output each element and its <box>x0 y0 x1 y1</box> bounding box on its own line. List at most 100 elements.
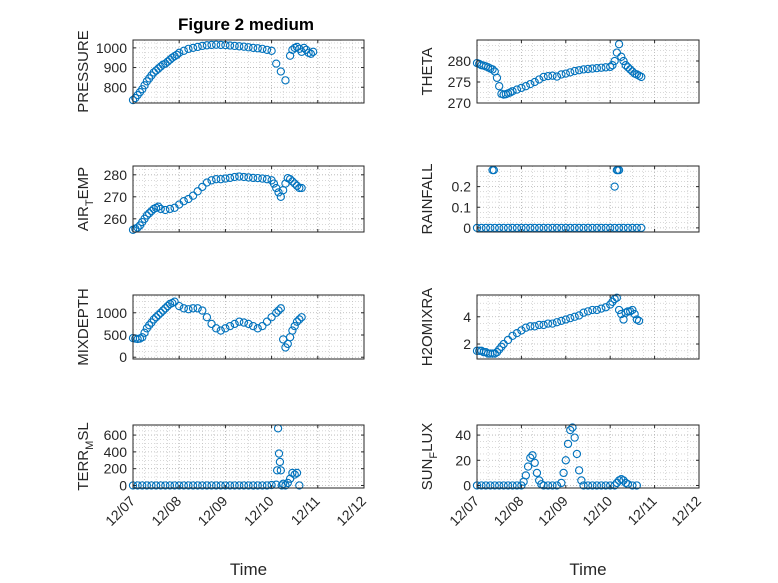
data-point <box>539 320 548 330</box>
data-point <box>202 41 212 50</box>
data-point <box>539 223 548 233</box>
data-point <box>526 322 535 331</box>
data-point <box>276 67 285 76</box>
data-point <box>632 70 641 79</box>
axes-box <box>476 39 700 104</box>
data-point <box>212 40 221 49</box>
data-point <box>481 223 491 233</box>
data-point <box>486 481 495 490</box>
data-point <box>517 326 526 335</box>
data-point <box>175 48 184 57</box>
data-point <box>221 174 230 183</box>
data-point <box>179 481 188 490</box>
data-point <box>154 310 163 320</box>
data-point <box>548 223 557 233</box>
data-point <box>221 324 230 333</box>
data-point <box>637 72 646 82</box>
data-point <box>184 44 193 54</box>
axes-box <box>132 165 365 233</box>
data-point <box>572 449 582 459</box>
data-point <box>248 481 258 490</box>
grid-lines <box>477 166 699 232</box>
data-point <box>239 172 249 182</box>
data-series <box>472 165 646 233</box>
data-point <box>574 311 584 320</box>
data-point <box>288 326 297 335</box>
data-point <box>557 478 566 488</box>
data-point <box>561 456 570 465</box>
data-point <box>508 331 517 341</box>
data-point <box>626 65 635 74</box>
data-point <box>526 79 535 89</box>
data-point <box>539 72 548 82</box>
data-point <box>579 65 588 74</box>
data-point <box>267 46 276 55</box>
data-point <box>521 223 530 233</box>
data-point <box>253 44 262 53</box>
data-point <box>614 40 624 49</box>
data-point <box>161 205 170 215</box>
data-point <box>198 306 207 315</box>
y-tick-label: 400 <box>104 444 128 460</box>
y-tick-label: 270 <box>104 189 128 205</box>
data-point <box>557 316 566 326</box>
data-point <box>184 305 193 314</box>
data-point <box>583 223 593 233</box>
data-point <box>508 87 517 96</box>
data-point <box>608 61 617 70</box>
data-point <box>597 63 606 72</box>
data-point <box>262 317 272 326</box>
y-tick-label: 0 <box>119 349 127 365</box>
data-point <box>188 481 198 490</box>
axes-box <box>132 294 365 360</box>
data-point <box>499 339 508 349</box>
y-axis-label: PRESSURE <box>75 30 92 113</box>
y-axis-label: RAINFALL <box>419 164 436 235</box>
data-point <box>193 304 202 313</box>
data-point <box>158 306 168 315</box>
data-point <box>535 223 544 233</box>
data-point <box>175 481 184 490</box>
data-point <box>292 317 302 326</box>
data-point <box>225 41 235 50</box>
data-point <box>140 328 149 337</box>
data-point <box>188 191 198 200</box>
data-point <box>151 481 161 490</box>
data-point <box>499 481 508 490</box>
data-point <box>207 319 216 329</box>
y-tick-label: 4 <box>463 309 471 325</box>
data-point <box>632 223 641 233</box>
data-point <box>272 308 281 317</box>
data-point <box>579 481 588 490</box>
grid-lines <box>133 295 364 359</box>
data-point <box>188 43 198 53</box>
data-point <box>133 223 142 232</box>
data-series <box>472 423 641 490</box>
grid-lines <box>133 40 364 103</box>
data-point <box>623 63 633 72</box>
data-point <box>566 68 575 77</box>
data-point <box>632 481 641 490</box>
axes-box <box>476 424 700 489</box>
data-point <box>212 175 221 184</box>
data-point <box>170 297 179 306</box>
data-point <box>184 481 193 490</box>
data-point <box>207 40 216 50</box>
data-point <box>225 481 235 490</box>
data-point <box>597 223 606 233</box>
data-series <box>472 40 646 99</box>
data-point <box>235 317 244 326</box>
data-point <box>619 223 628 233</box>
data-point <box>548 71 557 80</box>
data-point <box>202 481 212 490</box>
data-point <box>193 187 202 196</box>
y-tick-label: 275 <box>448 74 472 90</box>
data-point <box>309 47 318 56</box>
data-point <box>552 318 562 327</box>
data-point <box>532 468 542 478</box>
y-tick-label: 0 <box>463 220 471 236</box>
grid-lines <box>477 295 699 359</box>
data-point <box>503 223 513 233</box>
